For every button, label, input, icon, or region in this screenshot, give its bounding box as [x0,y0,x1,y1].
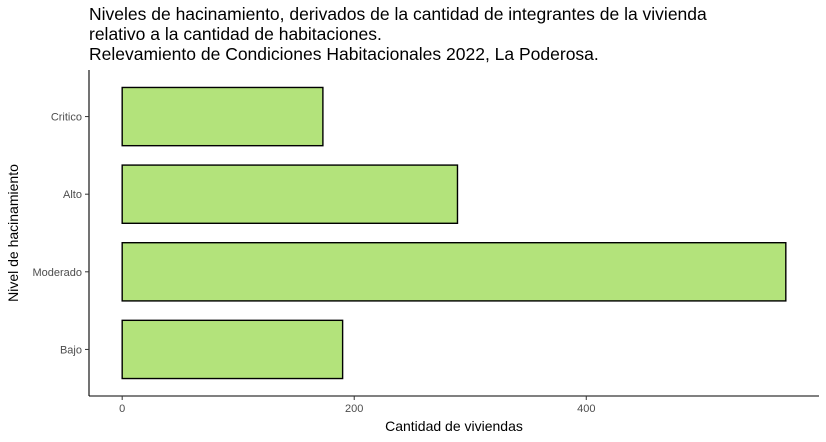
bar-critico [121,86,324,147]
y-tick-label-moderado: Moderado [32,267,82,279]
y-tick-label-bajo: Bajo [60,344,82,356]
bars-group [121,86,787,380]
chart-title-line-1: Niveles de hacinamiento, derivados de la… [89,4,707,24]
chart-title-line-3: Relevamiento de Condiciones Habitacional… [89,44,599,64]
y-tick-label-critico: Critico [51,112,82,124]
x-ticks-group: 0 200 400 [119,396,595,415]
bar-alto [121,164,459,224]
chart-title: Niveles de hacinamiento, derivados de la… [89,4,819,64]
x-tick-label-200: 200 [345,403,363,415]
x-tick-label-0: 0 [119,403,125,415]
y-tick-label-alto: Alto [63,189,82,201]
x-axis-title: Cantidad de viviendas [385,418,523,434]
y-ticks-group: Bajo Moderado Alto Critico [32,112,89,356]
x-tick-label-400: 400 [577,403,595,415]
y-axis-title: Nivel de hacinamiento [5,164,21,302]
bar-moderado [121,242,787,302]
bar-bajo [121,319,344,380]
chart-title-line-2: relativo a la cantidad de habitaciones. [89,24,382,44]
